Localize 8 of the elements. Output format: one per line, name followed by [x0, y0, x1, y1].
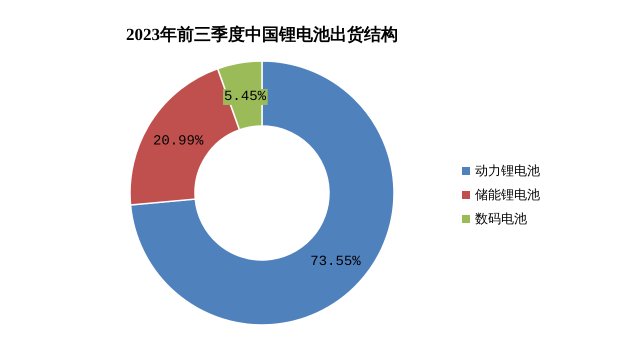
data-label: 5.45%: [224, 88, 267, 105]
data-label: 20.99%: [152, 133, 204, 150]
legend-label: 数码电池: [475, 212, 527, 227]
donut-slice: [130, 60, 395, 326]
legend-label: 储能锂电池: [475, 188, 540, 203]
chart-title: 2023年前三季度中国锂电池出货结构: [126, 25, 398, 44]
legend-label: 动力锂电池: [475, 164, 540, 179]
data-label: 73.55%: [310, 254, 362, 270]
